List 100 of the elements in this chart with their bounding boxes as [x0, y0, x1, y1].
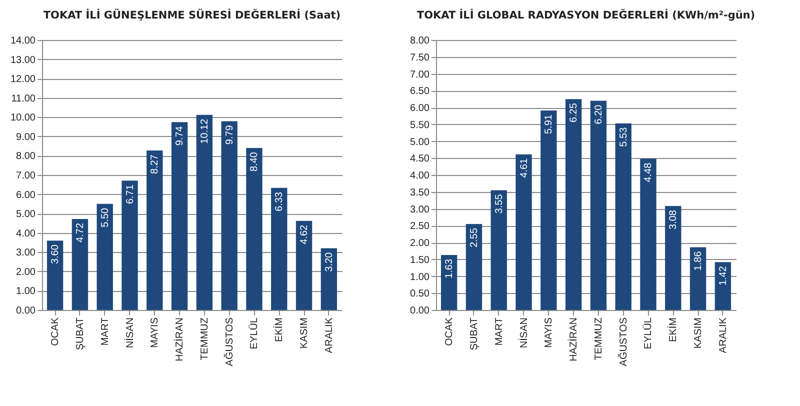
y-tick-label: 4.50: [410, 154, 430, 165]
x-tick-label: EKİM: [273, 318, 286, 342]
y-tick-label: 4.00: [16, 228, 36, 240]
data-label: 6.25: [568, 102, 580, 123]
data-label: 3.20: [324, 252, 335, 272]
x-tick-label: MAYIS: [544, 317, 555, 348]
x-tick-label: KASIM: [693, 318, 704, 349]
bar: [690, 247, 706, 310]
data-label: 10.12: [199, 118, 210, 144]
bar: [46, 240, 64, 310]
x-tick-label: ŞUBAT: [468, 318, 480, 350]
bar: [171, 122, 188, 310]
y-tick-label: 14.00: [10, 36, 36, 46]
y-tick-label: 4.00: [410, 170, 430, 182]
bar: [540, 110, 557, 310]
data-label: 1.63: [444, 258, 456, 278]
x-tick-label: ŞUBAT: [74, 318, 86, 350]
x-tick-label: MART: [100, 318, 111, 346]
data-label: 5.50: [100, 207, 111, 228]
y-tick-label: 2.50: [410, 221, 430, 232]
bar: [246, 148, 262, 310]
y-tick-label: 2.00: [410, 238, 430, 249]
data-label: 3.08: [668, 210, 680, 230]
data-label: 9.74: [174, 126, 186, 146]
x-tick-label: ARALIK: [718, 317, 729, 354]
x-tick-label: TEMMUZ: [593, 318, 604, 360]
data-label: 6.71: [124, 184, 136, 204]
y-tick-label: 0.00: [16, 306, 36, 316]
y-tick-label: 6.50: [410, 86, 430, 98]
y-tick-label: 7.00: [16, 170, 36, 182]
bar: [196, 114, 213, 310]
y-tick-label: 12.00: [10, 74, 36, 86]
y-tick-label: 1.00: [16, 286, 36, 298]
bar: [615, 123, 632, 310]
bar: [221, 121, 238, 310]
bar: [466, 224, 482, 310]
y-tick-label: 9.00: [16, 132, 36, 143]
bar: [96, 204, 113, 310]
y-tick-label: 1.50: [410, 254, 430, 266]
bar: [146, 150, 163, 310]
x-tick-label: AĞUSTOS: [223, 317, 236, 366]
bar: [490, 190, 507, 310]
y-tick-label: 0.50: [410, 288, 430, 300]
data-label: 9.79: [224, 124, 236, 145]
y-tick-label: 7.00: [410, 69, 430, 80]
y-tick-label: 1.00: [410, 272, 430, 283]
y-tick-label: 6.00: [410, 103, 430, 114]
y-tick-label: 5.00: [16, 209, 36, 220]
y-tick-label: 11.00: [11, 93, 36, 104]
bar: [714, 262, 732, 310]
y-tick-label: 10.00: [10, 112, 36, 124]
y-tick-label: 3.00: [410, 204, 430, 216]
x-tick-label: KASIM: [299, 318, 310, 349]
x-tick-label: MART: [494, 318, 505, 346]
y-tick-label: 8.00: [410, 36, 430, 46]
y-tick-label: 7.50: [410, 52, 430, 64]
bar: [640, 158, 656, 310]
x-tick-label: EYLÜL: [642, 317, 654, 350]
y-tick-label: 6.00: [16, 190, 36, 201]
bar: [565, 99, 582, 310]
x-tick-label: ARALIK: [324, 317, 335, 354]
x-tick-label: EKİM: [667, 318, 680, 342]
y-tick-label: 0.00: [410, 306, 430, 316]
x-tick-label: MAYIS: [150, 317, 161, 348]
x-tick-label: NİSAN: [124, 318, 136, 348]
data-label: 6.33: [274, 191, 286, 212]
y-tick-label: 5.00: [410, 136, 430, 148]
y-tick-label: 5.50: [410, 120, 430, 131]
data-label: 4.48: [643, 162, 654, 182]
bar: [320, 248, 338, 310]
data-label: 2.55: [468, 228, 480, 248]
bar: [440, 254, 458, 310]
bar: [72, 218, 88, 310]
y-tick-label: 3.50: [410, 187, 430, 198]
x-tick-label: OCAK: [444, 317, 456, 346]
bar: [590, 100, 607, 310]
data-label: 1.86: [693, 250, 704, 271]
bar: [296, 220, 312, 310]
x-tick-label: OCAK: [50, 317, 62, 346]
x-tick-label: AĞUSTOS: [617, 317, 630, 366]
data-label: 4.61: [518, 158, 530, 178]
y-tick-label: 3.00: [16, 248, 36, 259]
x-tick-label: NİSAN: [518, 318, 530, 348]
bar: [516, 154, 532, 310]
x-tick-label: HAZİRAN: [174, 318, 186, 362]
data-label: 6.20: [593, 104, 604, 124]
y-tick-label: 2.00: [16, 266, 36, 278]
y-tick-label: 8.00: [16, 151, 36, 162]
data-label: 8.40: [249, 152, 260, 172]
data-label: 5.53: [618, 126, 630, 147]
data-label: 4.62: [299, 224, 310, 244]
data-label: 4.72: [74, 222, 86, 242]
data-label: 3.55: [494, 194, 505, 214]
x-tick-label: TEMMUZ: [199, 318, 210, 360]
data-label: 3.60: [50, 244, 62, 264]
chart-title: TOKAT İLİ GLOBAL RADYASYON DEĞERLERİ (KWh/m²-gün): [416, 8, 756, 22]
x-tick-label: HAZİRAN: [568, 318, 580, 362]
y-tick-label: 13.00: [10, 54, 36, 66]
bar: [271, 188, 288, 310]
data-label: 8.27: [150, 154, 161, 174]
